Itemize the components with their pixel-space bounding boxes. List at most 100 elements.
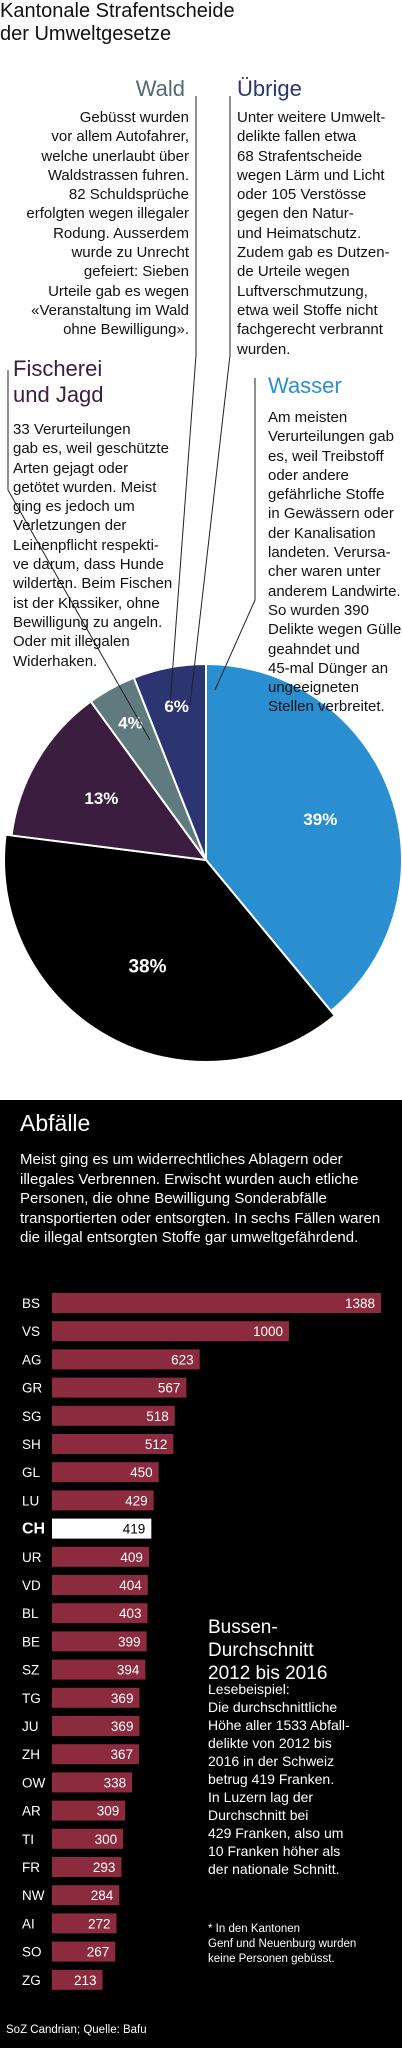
pie-label-fischerei-und-jagd: 13% bbox=[84, 789, 118, 808]
bar-ow bbox=[52, 1772, 133, 1793]
bar-zg bbox=[52, 1969, 103, 1990]
bar-value-label: 213 bbox=[74, 1973, 97, 1988]
bar-ch bbox=[52, 1518, 152, 1539]
source-credit: SoZ Candrian; Quelle: Bafu bbox=[6, 2024, 147, 2036]
bar-value-label: 450 bbox=[130, 1465, 153, 1480]
bar-value-label: 399 bbox=[118, 1634, 141, 1649]
wasser-leader-line bbox=[214, 378, 256, 691]
bar-value-label: 512 bbox=[145, 1437, 168, 1452]
bar-vd bbox=[52, 1575, 148, 1595]
bar-value-label: 394 bbox=[117, 1663, 140, 1678]
bar-value-label: 518 bbox=[146, 1409, 169, 1424]
bar-category-label: LU bbox=[22, 1493, 39, 1508]
bar-value-label: 267 bbox=[87, 1945, 110, 1960]
bar-category-label: UR bbox=[22, 1550, 42, 1565]
wald-text: Gebüsst wurden vor allem Autofahrer, wel… bbox=[26, 109, 189, 339]
bar-category-label: SZ bbox=[22, 1663, 39, 1678]
uebrige-text: Unter weitere Umwelt- delikte fallen etw… bbox=[237, 109, 390, 358]
pie-slice-abfaelle bbox=[3, 833, 337, 1063]
bar-value-label: 1388 bbox=[345, 1296, 375, 1311]
wasser-heading: Wasser bbox=[268, 373, 342, 398]
fischerei-leader-line bbox=[7, 370, 151, 741]
bar-category-label: AG bbox=[22, 1352, 42, 1367]
bar-category-label: BE bbox=[22, 1634, 40, 1649]
bar-value-label: 409 bbox=[120, 1550, 143, 1565]
lesebeispiel-text: Lesebeispiel: Die durchschnittliche Höhe… bbox=[208, 1681, 350, 1877]
bar-ar bbox=[52, 1800, 126, 1821]
bar-category-label: TI bbox=[22, 1832, 34, 1847]
bar-gr bbox=[52, 1377, 187, 1398]
bar-category-label: TG bbox=[22, 1691, 41, 1706]
wald-heading: Wald bbox=[135, 76, 185, 101]
wald-leader-line bbox=[169, 96, 197, 706]
bar-value-label: 567 bbox=[158, 1381, 181, 1396]
bar-category-label: BS bbox=[22, 1296, 40, 1311]
abfaelle-heading: Abfälle bbox=[20, 1110, 91, 1136]
uebrige-heading: Übrige bbox=[237, 76, 302, 101]
wasser-text: Am meisten Verurteilungen gab es, weil T… bbox=[268, 409, 402, 716]
bar-ur bbox=[52, 1546, 149, 1567]
bar-category-label: FR bbox=[22, 1860, 40, 1875]
bar-value-label: 623 bbox=[171, 1352, 194, 1367]
bar-value-label: 369 bbox=[111, 1691, 134, 1706]
bar-chart: BS 1388 VS 1000 AG 623 GR 567 SG 518 SH 512 GL 450 LU 4… bbox=[22, 1293, 381, 1990]
bar-category-label: GR bbox=[22, 1381, 43, 1396]
pie-label-wald: 4% bbox=[118, 714, 143, 733]
bar-ai bbox=[52, 1913, 117, 1934]
bar-tg bbox=[52, 1687, 140, 1708]
bar-value-label: 403 bbox=[119, 1606, 142, 1621]
bar-value-label: 338 bbox=[104, 1775, 127, 1790]
abfaelle-text: Meist ging es um widerrechtliches Ablage… bbox=[20, 1151, 381, 1246]
bar-be bbox=[52, 1631, 147, 1652]
bar-category-label: OW bbox=[22, 1775, 46, 1790]
page-title: Kantonale Strafentscheide der Umweltgese… bbox=[0, 0, 235, 45]
bar-nw bbox=[52, 1885, 120, 1906]
pie-label-abfaelle: 38% bbox=[128, 956, 166, 977]
bar-ju bbox=[52, 1716, 140, 1736]
bar-sg bbox=[52, 1405, 175, 1426]
bar-value-label: 300 bbox=[95, 1832, 118, 1847]
bar-bs bbox=[52, 1293, 381, 1313]
uebrige-leader-line bbox=[189, 96, 231, 706]
bar-category-label: CH bbox=[22, 1521, 45, 1538]
pie-label-uebrige: 6% bbox=[164, 697, 189, 716]
bar-ti bbox=[52, 1828, 124, 1849]
bar-value-label: 272 bbox=[88, 1916, 111, 1931]
bar-value-label: 1000 bbox=[253, 1324, 283, 1339]
bar-value-label: 419 bbox=[123, 1522, 146, 1537]
bar-category-label: SH bbox=[22, 1437, 41, 1452]
bar-value-label: 429 bbox=[125, 1493, 148, 1508]
bussen-heading: Bussen- Durchschnitt 2012 bis 2016 bbox=[208, 1617, 328, 1684]
bar-value-label: 404 bbox=[119, 1578, 142, 1593]
bar-gl bbox=[52, 1462, 159, 1483]
bar-value-label: 284 bbox=[91, 1888, 114, 1903]
bar-category-label: AI bbox=[22, 1916, 35, 1931]
bar-ag bbox=[52, 1349, 200, 1370]
bar-category-label: AR bbox=[22, 1804, 41, 1819]
bar-category-label: ZG bbox=[22, 1973, 41, 1988]
bar-value-label: 367 bbox=[110, 1747, 133, 1762]
bar-category-label: SG bbox=[22, 1409, 42, 1424]
footnote: * In den Kantonen Genf und Neuenburg wur… bbox=[208, 1923, 357, 1965]
bar-value-label: 369 bbox=[111, 1719, 134, 1734]
bar-lu bbox=[52, 1490, 154, 1511]
bar-category-label: JU bbox=[22, 1719, 39, 1734]
bar-category-label: GL bbox=[22, 1465, 41, 1480]
bar-value-label: 293 bbox=[93, 1860, 116, 1875]
pie-slice-wasser bbox=[205, 662, 402, 1013]
bar-fr bbox=[52, 1857, 122, 1877]
bar-sz bbox=[52, 1659, 146, 1680]
bar-category-label: VD bbox=[22, 1578, 41, 1593]
bar-category-label: VS bbox=[22, 1324, 40, 1339]
fischerei-text: 33 Verurteilungen gab es, weil geschützt… bbox=[13, 421, 173, 670]
bar-vs bbox=[52, 1321, 290, 1342]
pie-chart: 39% 38% 13% 4% 6% bbox=[3, 96, 402, 1063]
bar-value-label: 309 bbox=[97, 1804, 120, 1819]
bar-bl bbox=[52, 1603, 148, 1624]
bar-category-label: BL bbox=[22, 1606, 39, 1621]
pie-slice-uebrige bbox=[132, 662, 207, 861]
fischerei-heading: Fischerei und Jagd bbox=[13, 356, 104, 407]
bar-category-label: ZH bbox=[22, 1747, 40, 1762]
pie-slice-fischerei-und-jagd bbox=[10, 700, 209, 862]
bar-sh bbox=[52, 1434, 174, 1454]
